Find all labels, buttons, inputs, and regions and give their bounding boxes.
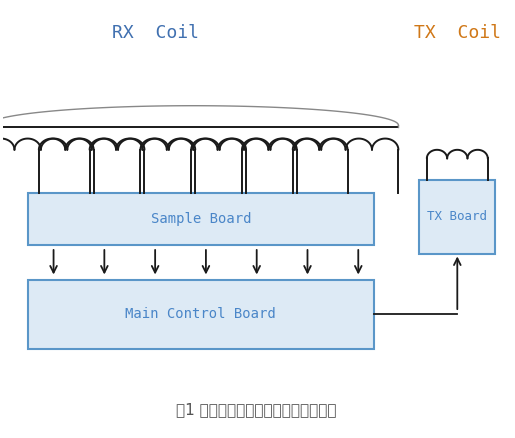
Text: RX  Coil: RX Coil xyxy=(112,24,199,42)
Text: TX  Coil: TX Coil xyxy=(414,24,501,42)
Text: Sample Board: Sample Board xyxy=(150,212,251,226)
Bar xyxy=(28,279,373,349)
Text: Main Control Board: Main Control Board xyxy=(126,307,276,321)
Text: 图1 过钒具阵列感应仪器电子线路框图: 图1 过钒具阵列感应仪器电子线路框图 xyxy=(177,402,337,417)
Bar xyxy=(28,193,373,245)
Text: TX Board: TX Board xyxy=(427,210,487,223)
Bar xyxy=(419,180,495,254)
